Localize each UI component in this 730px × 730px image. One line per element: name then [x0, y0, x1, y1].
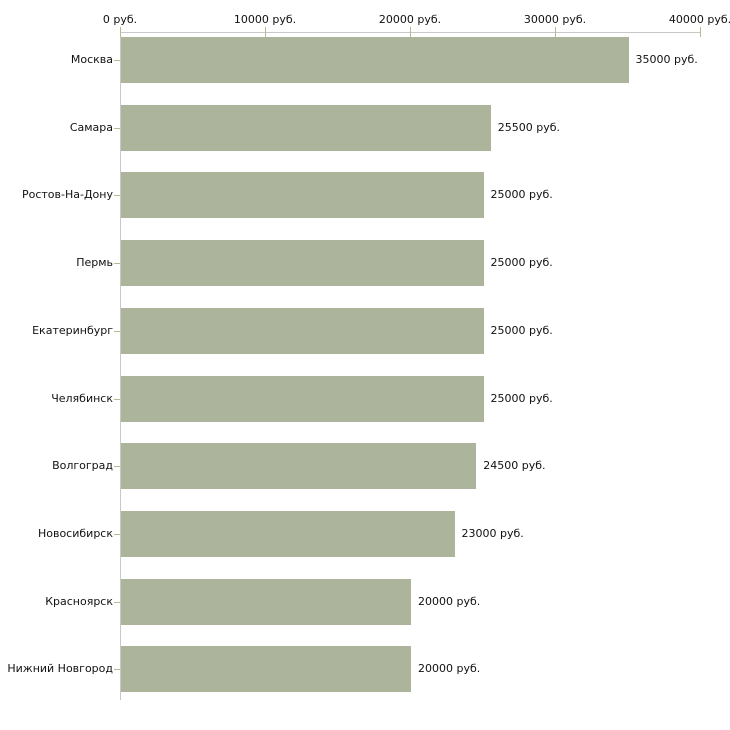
category-tick	[114, 601, 120, 603]
x-axis-tick-label: 10000 руб.	[233, 13, 297, 26]
category-label: Нижний Новгород	[7, 662, 113, 676]
bar	[121, 646, 411, 693]
bar	[121, 578, 411, 625]
value-label: 35000 руб.	[635, 53, 698, 66]
bar	[121, 510, 455, 557]
bar	[121, 375, 484, 422]
category-label: Екатеринбург	[32, 323, 113, 337]
x-axis-tick	[700, 27, 701, 37]
x-axis-tick	[555, 27, 556, 37]
x-axis-tick	[265, 27, 266, 37]
value-label: 25000 руб.	[490, 323, 553, 337]
category-label: Ростов-На-Дону	[21, 188, 113, 202]
x-axis-tick-label: 0 руб.	[102, 13, 138, 26]
bar	[121, 37, 629, 83]
bar	[121, 307, 484, 354]
category-tick	[114, 330, 120, 332]
value-label: 25000 руб.	[490, 256, 553, 270]
category-tick	[114, 533, 120, 535]
bar	[121, 172, 484, 219]
category-label: Пермь	[76, 256, 113, 270]
value-label: 20000 руб.	[418, 594, 481, 608]
category-tick	[114, 127, 120, 129]
x-axis-tick	[410, 27, 411, 37]
category-tick	[114, 263, 120, 265]
category-label: Волгоград	[52, 459, 113, 473]
x-axis-tick-label: 40000 руб.	[668, 13, 730, 26]
category-label: Москва	[70, 53, 113, 66]
x-axis-tick	[120, 27, 121, 37]
value-label: 25000 руб.	[490, 391, 553, 405]
category-tick	[114, 398, 120, 400]
bar	[121, 443, 477, 490]
value-label: 25000 руб.	[490, 188, 553, 202]
category-tick	[114, 669, 120, 671]
value-label: 20000 руб.	[418, 662, 481, 676]
value-label: 25500 руб.	[497, 120, 561, 134]
category-label: Челябинск	[51, 391, 113, 405]
y-axis-line	[120, 32, 121, 700]
value-label: 23000 руб.	[461, 526, 524, 540]
category-label: Красноярск	[45, 594, 113, 608]
x-axis-tick-label: 20000 руб.	[378, 13, 442, 26]
category-tick	[114, 195, 120, 197]
category-label: Самара	[69, 120, 113, 134]
bar	[121, 104, 491, 151]
x-axis-tick-label: 30000 руб.	[523, 13, 587, 26]
category-tick	[114, 60, 120, 61]
category-tick	[114, 466, 120, 468]
category-label: Новосибирск	[37, 526, 113, 540]
value-label: 24500 руб.	[483, 459, 546, 473]
bar	[121, 240, 484, 287]
